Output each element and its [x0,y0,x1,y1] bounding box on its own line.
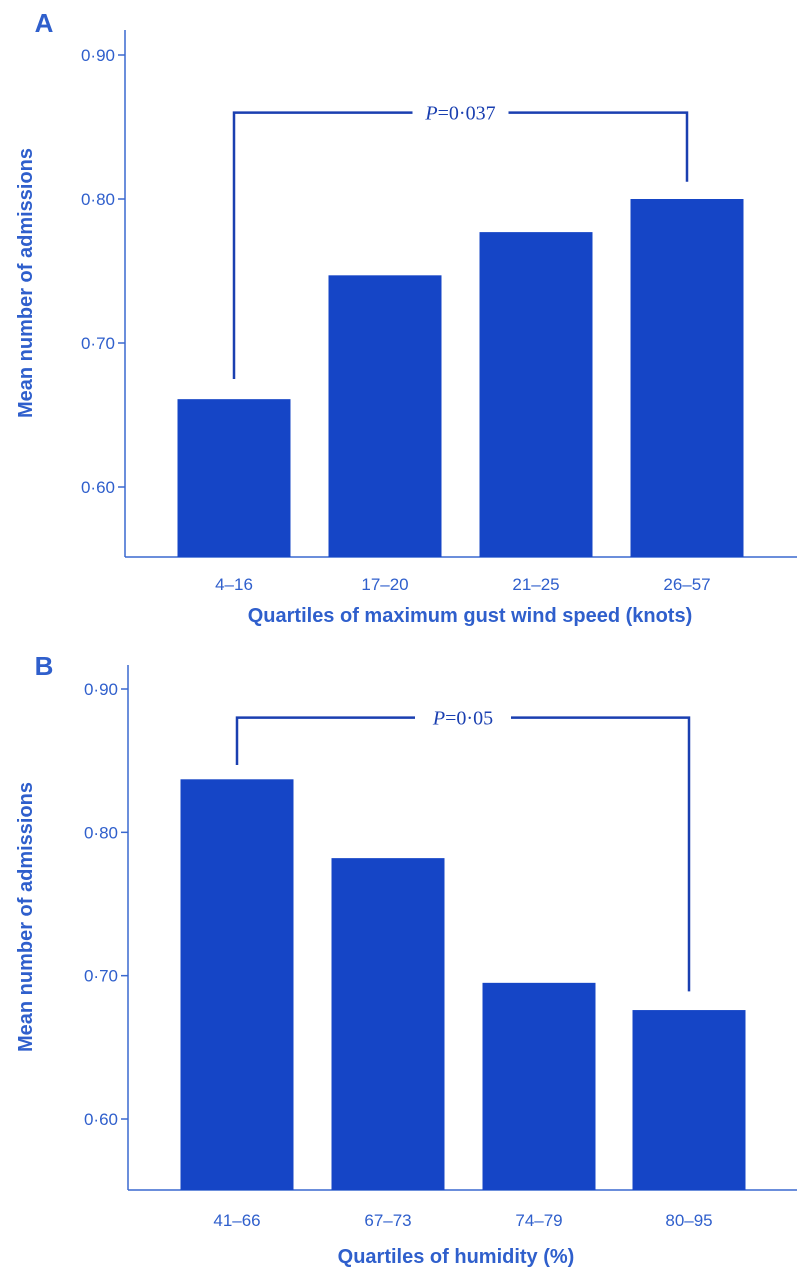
y-tick-label: 0·90 [84,680,118,699]
x-tick-label: 26–57 [663,575,710,594]
chart-panel-b: B 0·60 0·70 0·80 0·90 41–66 67–73 74–79 80–95 Qua… [15,651,797,1268]
y-axis-title: Mean number of admissions [15,148,37,418]
panel-label: B [35,651,54,681]
bar-2 [328,275,442,557]
y-tick-label: 0·60 [81,478,115,497]
y-tick-label: 0·90 [81,46,115,65]
x-tick-label: 80–95 [665,1211,712,1230]
bar-3 [479,232,593,557]
bar-1 [180,779,294,1190]
panel-label: A [35,8,54,38]
bar-4 [630,199,744,557]
y-tick-label: 0·80 [81,190,115,209]
x-axis-title: Quartiles of humidity (%) [338,1246,575,1268]
significance-bracket-right [508,111,689,182]
p-value-annotation: P=0·05 [432,708,493,730]
bar-1 [177,399,291,557]
y-tick-label: 0·70 [81,334,115,353]
x-tick-label: 41–66 [213,1211,260,1230]
y-tick-label: 0·60 [84,1110,118,1129]
x-axis-title: Quartiles of maximum gust wind speed (kn… [248,605,693,627]
x-tick-label: 74–79 [515,1211,562,1230]
chart-panel-a: A 0·60 0·70 0·80 0·90 4–16 17–20 21–25 26–57 Quar… [15,8,797,627]
bar-4 [632,1010,746,1190]
bar-2 [331,858,445,1190]
p-value: =0·037 [438,103,496,125]
y-tick-label: 0·80 [84,823,118,842]
p-symbol: P [424,103,437,125]
p-value-annotation: P=0·037 [424,103,495,125]
x-tick-label: 21–25 [512,575,559,594]
significance-bracket-right [511,716,691,992]
significance-bracket-left [232,111,413,379]
significance-bracket-left [235,716,415,765]
bar-3 [482,982,596,1190]
y-tick-label: 0·70 [84,967,118,986]
x-tick-label: 4–16 [215,575,253,594]
x-tick-label: 17–20 [361,575,408,594]
x-tick-label: 67–73 [364,1211,411,1230]
p-value: =0·05 [445,708,493,730]
y-axis-title: Mean number of admissions [15,782,37,1052]
p-symbol: P [432,708,445,730]
